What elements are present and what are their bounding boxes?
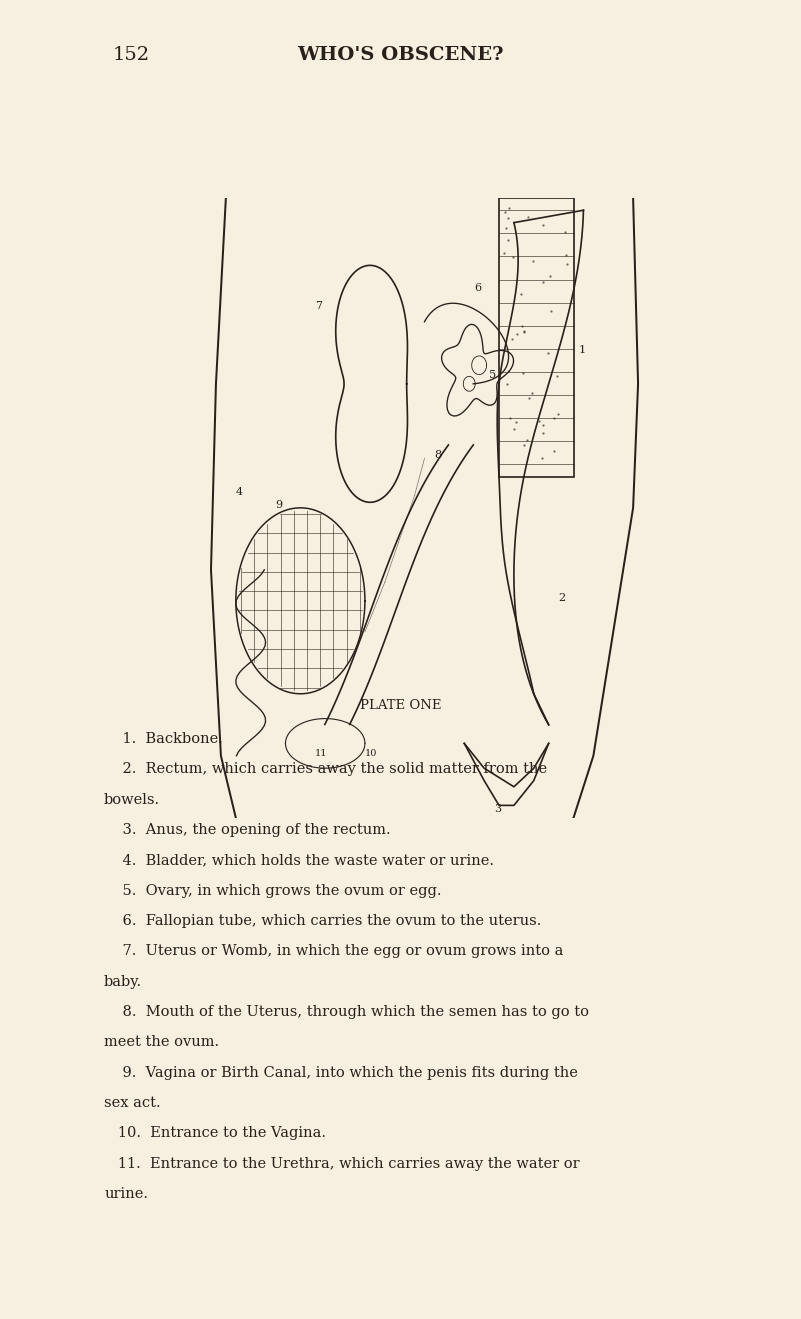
- Text: 152: 152: [112, 46, 149, 65]
- Text: 5.  Ovary, in which grows the ovum or egg.: 5. Ovary, in which grows the ovum or egg…: [104, 884, 441, 898]
- Text: urine.: urine.: [104, 1187, 148, 1202]
- Text: 1.  Backbone.: 1. Backbone.: [104, 732, 223, 747]
- Text: 10: 10: [365, 749, 377, 758]
- Text: 8.  Mouth of the Uterus, through which the semen has to go to: 8. Mouth of the Uterus, through which th…: [104, 1005, 589, 1020]
- Text: WHO'S OBSCENE?: WHO'S OBSCENE?: [297, 46, 504, 65]
- Text: 4.  Bladder, which holds the waste water or urine.: 4. Bladder, which holds the waste water …: [104, 853, 494, 868]
- Text: 2: 2: [558, 592, 566, 603]
- Text: 4: 4: [235, 488, 243, 497]
- Text: 11: 11: [316, 749, 328, 758]
- Text: 6: 6: [474, 282, 481, 293]
- Text: bowels.: bowels.: [104, 793, 160, 807]
- Text: 9: 9: [276, 500, 283, 510]
- Text: meet the ovum.: meet the ovum.: [104, 1035, 219, 1050]
- Text: sex act.: sex act.: [104, 1096, 161, 1111]
- Text: 9.  Vagina or Birth Canal, into which the penis fits during the: 9. Vagina or Birth Canal, into which the…: [104, 1066, 578, 1080]
- Text: 7: 7: [316, 302, 322, 311]
- Text: baby.: baby.: [104, 975, 143, 989]
- Text: 1: 1: [578, 344, 586, 355]
- Text: 5: 5: [489, 369, 496, 380]
- Text: 11.  Entrance to the Urethra, which carries away the water or: 11. Entrance to the Urethra, which carri…: [104, 1157, 580, 1171]
- Text: 10.  Entrance to the Vagina.: 10. Entrance to the Vagina.: [104, 1126, 326, 1141]
- Text: PLATE ONE: PLATE ONE: [360, 699, 441, 712]
- Text: 8: 8: [434, 450, 441, 460]
- Text: 6.  Fallopian tube, which carries the ovum to the uterus.: 6. Fallopian tube, which carries the ovu…: [104, 914, 541, 929]
- Text: 3.  Anus, the opening of the rectum.: 3. Anus, the opening of the rectum.: [104, 823, 391, 838]
- Text: 7.  Uterus or Womb, in which the egg or ovum grows into a: 7. Uterus or Womb, in which the egg or o…: [104, 944, 564, 959]
- Text: 3: 3: [494, 803, 501, 814]
- Text: 2.  Rectum, which carries away the solid matter from the: 2. Rectum, which carries away the solid …: [104, 762, 547, 777]
